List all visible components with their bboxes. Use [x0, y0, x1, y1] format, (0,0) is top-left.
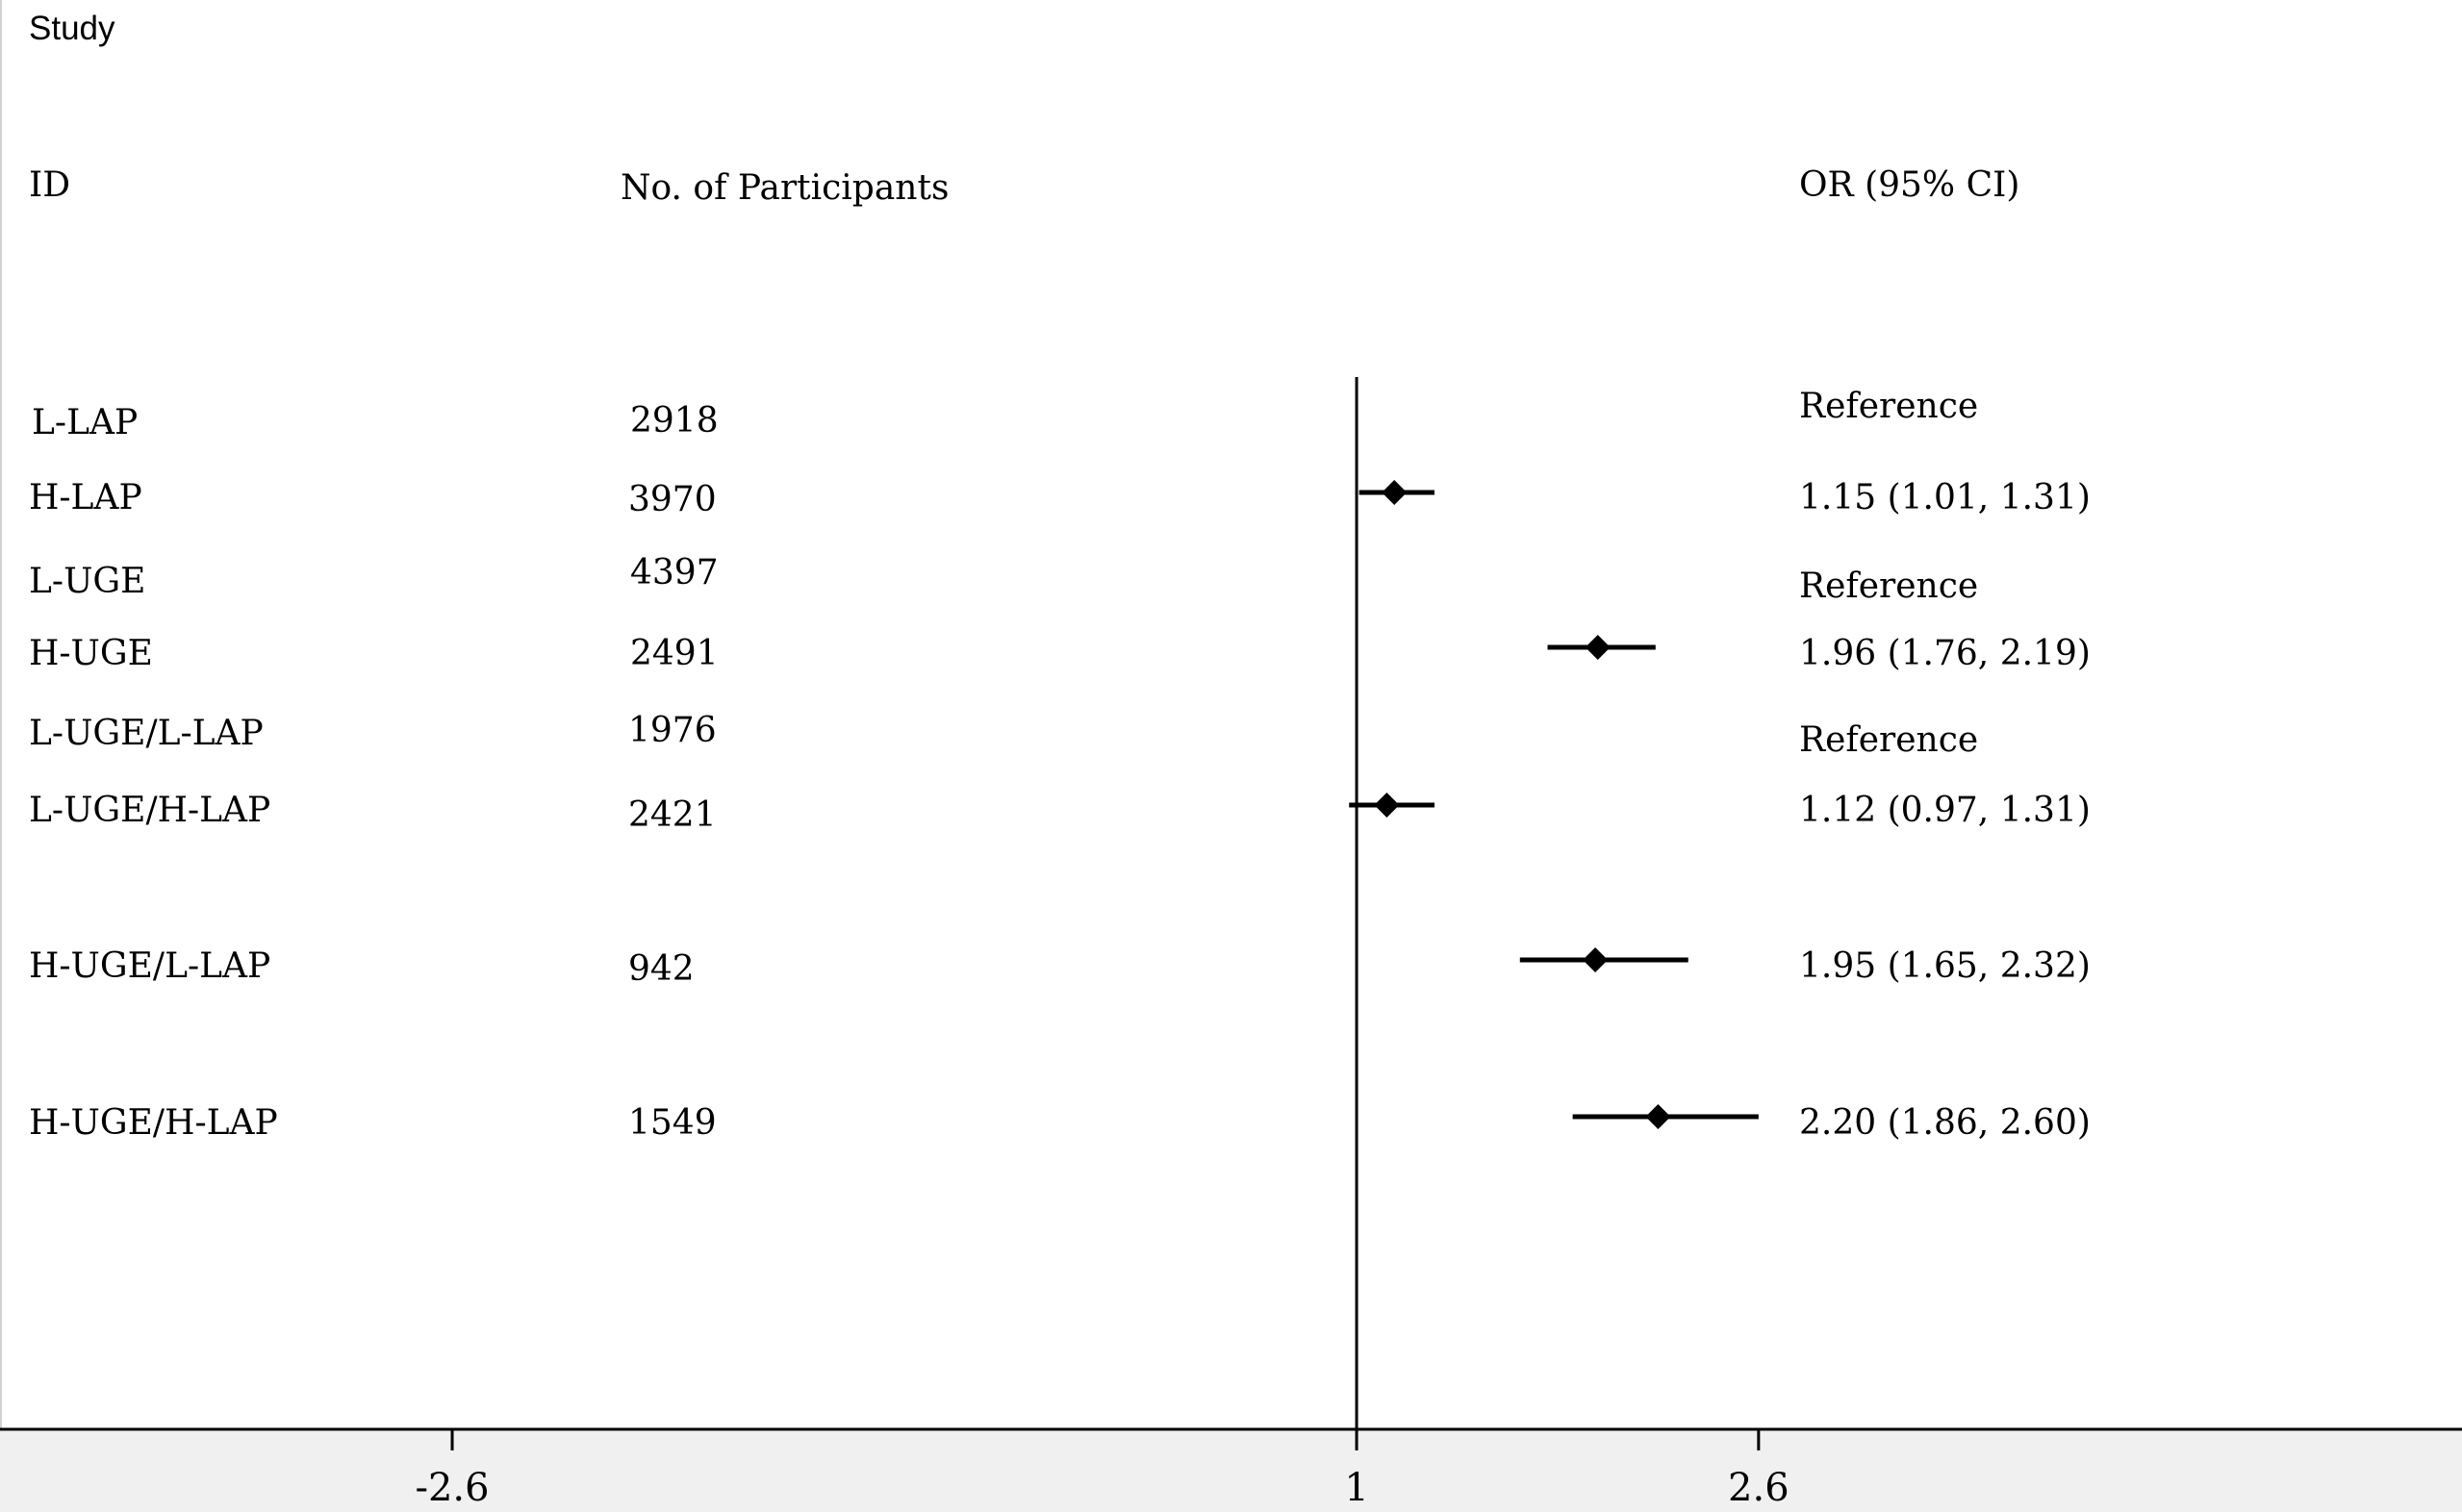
row-or-text: 2.20 (1.86, 2.60): [1799, 1103, 2091, 1143]
header-or: OR (95% CI): [1799, 165, 2020, 205]
row-id: L-UGE: [29, 562, 146, 601]
row-id: L-UGE/L-LAP: [29, 714, 264, 753]
row-or-text: 1.95 (1.65, 2.32): [1799, 946, 2091, 986]
x-tick-label: 2.6: [1728, 1466, 1789, 1510]
row-id: L-LAP: [32, 403, 139, 442]
row-id: H-LAP: [29, 478, 142, 517]
x-tick-label: -2.6: [415, 1466, 489, 1510]
row-or-text: Reference: [1799, 387, 1979, 426]
row-or-text: 1.15 (1.01, 1.31): [1799, 478, 2091, 517]
row-or-text: Reference: [1799, 720, 1979, 760]
row-or-text: Reference: [1799, 567, 1979, 606]
point-estimate-marker: [1645, 1104, 1671, 1129]
row-n: 2421: [628, 795, 717, 835]
row-n: 1549: [628, 1103, 717, 1143]
row-or-text: 1.12 (0.97, 1.31): [1799, 791, 2091, 830]
row-n: 942: [628, 949, 695, 989]
header-id: ID: [29, 165, 71, 205]
x-tick-label: 1: [1344, 1466, 1368, 1510]
point-estimate-marker: [1585, 635, 1611, 660]
row-id: L-UGE/H-LAP: [29, 791, 271, 830]
header-study: Study: [29, 10, 115, 47]
point-estimate-marker: [1374, 793, 1400, 818]
point-estimate-marker: [1382, 480, 1408, 505]
row-id: H-UGE: [29, 634, 153, 673]
row-n: 2491: [630, 634, 719, 673]
row-id: H-UGE/L-LAP: [29, 946, 271, 986]
frame-edge: [0, 0, 2, 1428]
row-n: 2918: [630, 401, 719, 441]
row-or-text: 1.96 (1.76, 2.19): [1799, 634, 2091, 673]
row-n: 3970: [628, 480, 717, 519]
row-n: 1976: [628, 711, 717, 750]
axis-band: [0, 1428, 2462, 1512]
point-estimate-marker: [1583, 947, 1609, 972]
header-participants: No. of Participants: [621, 168, 950, 208]
row-id: H-UGE/H-LAP: [29, 1103, 278, 1143]
row-n: 4397: [630, 553, 719, 592]
